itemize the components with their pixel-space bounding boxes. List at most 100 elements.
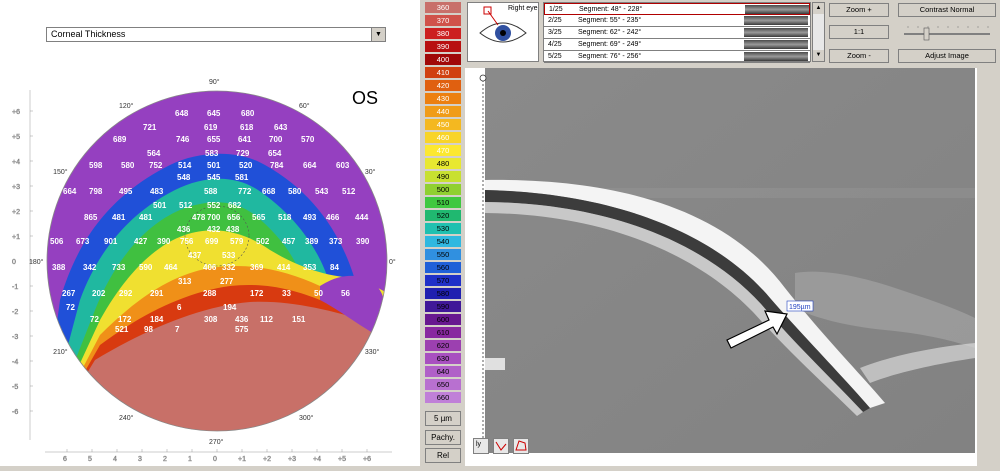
angle-label: 90° [209,78,220,86]
angle-labels: 90° 60° 30° 0° 330° 300° 270° 240° 210° 180° 150° 1… [29,78,396,446]
thickness-value: 112 [260,315,273,324]
scale-swatch: 480 [425,158,461,169]
segment-row[interactable]: 4/25 Segment: 69° - 249° [544,39,810,51]
thickness-value: 746 [176,135,190,144]
segment-row[interactable]: 1/25 Segment: 48° - 228° [544,3,810,15]
thickness-value: 699 [205,237,219,246]
measurement-label[interactable] [786,300,814,312]
x-tick-label: +2 [263,456,271,463]
thickness-value: 575 [235,325,249,334]
scale-swatch: 450 [425,119,461,130]
thickness-value: 580 [121,161,135,170]
oct-panel: Right eye 1/25 Segment: 48° - 228° 2/25 Seg… [465,0,1000,466]
polyline-tool-icon[interactable] [493,438,509,454]
thickness-value: 277 [220,277,234,286]
y-tick-label: 0 [12,259,16,266]
thickness-value: 512 [342,187,356,196]
scale-swatch: 590 [425,301,461,312]
segment-range: Segment: 69° - 249° [578,41,642,48]
map-type-value: Corneal Thickness [51,29,126,39]
x-tick-label: 2 [163,456,167,463]
thickness-value: 552 [207,201,221,210]
x-tick-label: +5 [338,456,346,463]
thickness-value: 437 [188,251,202,260]
thickness-value: 313 [178,277,192,286]
thickness-value: 202 [92,289,106,298]
scale-swatch: 580 [425,288,461,299]
thickness-value: 194 [223,303,237,312]
x-tick-label: 4 [113,456,117,463]
thickness-value: 583 [205,149,219,158]
one-to-one-button[interactable]: 1:1 [829,25,889,39]
thickness-value: 342 [83,263,97,272]
scale-swatch: 520 [425,210,461,221]
scale-swatch: 360 [425,2,461,13]
line-tool-button[interactable]: ly [473,438,489,454]
thickness-value: 390 [356,237,370,246]
thickness-value: 654 [268,149,282,158]
segment-list[interactable]: 1/25 Segment: 48° - 228° 2/25 Segment: 55° … [543,2,811,63]
zoom-out-button[interactable]: Zoom - [829,49,889,63]
scale-swatch: 370 [425,15,461,26]
segment-scrollbar[interactable]: ▲ ▼ [812,2,825,62]
y-tick-label: -6 [12,409,18,416]
oct-scan-image[interactable]: 195µm ly [465,68,977,466]
thickness-value: 506 [50,237,64,246]
thickness-value: 98 [144,325,153,334]
rel-button[interactable]: Rel [425,448,461,463]
contrast-slider[interactable] [898,20,996,44]
thickness-values: 648 645 680 721 619 618 643 689 746 655 641 700 570 5… [50,109,370,334]
x-tick-label: +4 [313,456,321,463]
contrast-button[interactable]: Contrast Normal [898,3,996,17]
thickness-value: 436 [177,225,191,234]
thickness-value: 756 [180,237,194,246]
x-tick-label: +6 [363,456,371,463]
thickness-value: 369 [250,263,264,272]
thickness-value: 668 [262,187,276,196]
thickness-value: 267 [62,289,76,298]
scale-swatch: 630 [425,353,461,364]
thickness-value: 292 [119,289,133,298]
x-tick-label: +1 [238,456,246,463]
segment-row[interactable]: 3/25 Segment: 62° - 242° [544,27,810,39]
thickness-value: 798 [89,187,103,196]
thickness-value: 673 [76,237,90,246]
y-tick-label: +4 [12,159,20,166]
thickness-value: 389 [305,237,319,246]
measurement-value: 195µm [789,304,811,311]
thickness-value: 414 [277,263,291,272]
thickness-value: 444 [355,213,369,222]
scroll-up-icon[interactable]: ▲ [813,3,824,14]
scale-swatch: 490 [425,171,461,182]
x-tick-label: +3 [288,456,296,463]
y-tick-label: +6 [12,109,20,116]
chevron-down-icon[interactable]: ▼ [371,28,385,41]
segment-thumbnail [745,5,809,14]
thickness-value: 656 [227,213,241,222]
thickness-value: 388 [52,263,66,272]
thickness-value: 406 [203,263,217,272]
slider-thumb[interactable] [923,27,930,41]
zoom-in-button[interactable]: Zoom + [829,3,889,17]
scale-swatch: 400 [425,54,461,65]
polygon-tool-icon[interactable] [513,438,529,454]
thickness-value: 172 [118,315,132,324]
segment-row[interactable]: 5/25 Segment: 76° - 256° [544,51,810,63]
thickness-value: 598 [89,161,103,170]
y-tick-label: -2 [12,309,18,316]
adjust-image-button[interactable]: Adjust Image [898,49,996,63]
segment-index: 5/25 [548,53,562,60]
thickness-value: 483 [150,187,164,196]
pachy-button[interactable]: Pachy. [425,430,461,445]
step-button[interactable]: 5 µm [425,411,461,426]
segment-row[interactable]: 2/25 Segment: 55° - 235° [544,15,810,27]
scale-swatch: 620 [425,340,461,351]
scale-swatch: 460 [425,132,461,143]
scroll-down-icon[interactable]: ▼ [813,50,824,61]
angle-label: 270° [209,438,224,446]
oct-scan: 195µm [479,68,975,453]
map-type-dropdown[interactable]: Corneal Thickness ▼ [46,27,386,42]
scale-swatch: 390 [425,41,461,52]
thickness-value: 288 [203,289,217,298]
thickness-value: 752 [149,161,163,170]
